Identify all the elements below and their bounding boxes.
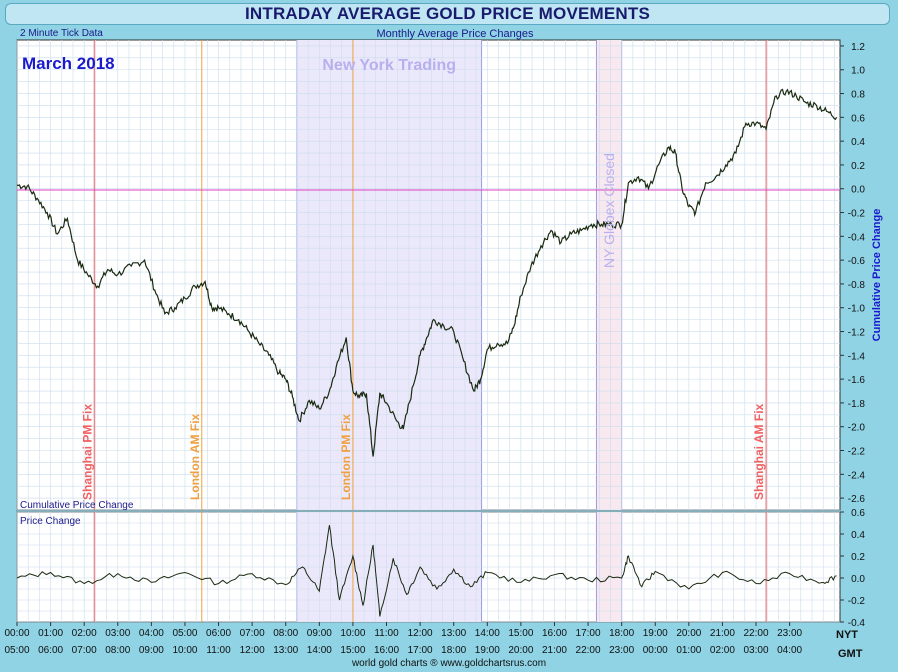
band-rect [296,40,482,510]
y-tick-label: 0.6 [851,113,865,124]
x-tick-label-nyt: 11:00 [374,628,399,639]
y-tick-label: -2.4 [848,470,866,481]
y-tick-label: -1.2 [848,328,866,339]
x-tick-label-nyt: 00:00 [4,628,29,639]
y-tick-label: 0.6 [851,508,865,519]
x-tick-label-gmt: 08:00 [105,645,130,656]
x-tick-label-gmt: 02:00 [710,645,735,656]
fix-label: Shanghai PM Fix [80,404,94,500]
y-tick-label: 0.2 [851,161,865,172]
y-tick-label: 0.8 [851,90,865,101]
x-tick-label-nyt: 01:00 [38,628,63,639]
x-tick-label-gmt: 12:00 [240,645,265,656]
x-tick-label-gmt: 11:00 [206,645,231,656]
y-tick-label: -0.4 [848,618,866,629]
x-tick-label-gmt: 16:00 [374,645,399,656]
x-tick-label-gmt: 14:00 [307,645,332,656]
x-tick-label-gmt: 10:00 [172,645,197,656]
y-tick-label: -1.0 [848,304,866,315]
x-tick-label-nyt: 23:00 [777,628,802,639]
y-tick-label: -0.2 [848,209,866,220]
tick-note: 2 Minute Tick Data [20,28,103,39]
y-tick-label: 1.2 [851,42,865,53]
chart-title: INTRADAY AVERAGE GOLD PRICE MOVEMENTS [244,4,651,23]
right-axis-title: Cumulative Price Change [871,209,883,342]
period-label: March 2018 [22,54,115,73]
y-tick-label: -0.8 [848,280,866,291]
x-tick-label-gmt: 23:00 [609,645,634,656]
x-tick-label-gmt: 00:00 [643,645,668,656]
fix-label: Shanghai AM Fix [752,403,766,500]
x-tick-label-gmt: 06:00 [38,645,63,656]
x-tick-label-gmt: 13:00 [273,645,298,656]
x-tick-label-nyt: 21:00 [710,628,735,639]
y-tick-label: -0.4 [848,232,866,243]
fix-label: London AM Fix [188,413,202,500]
y-tick-label: -2.2 [848,447,866,458]
band-label: NY Globex Closed [601,153,617,268]
x-tick-label-nyt: 15:00 [508,628,533,639]
y-tick-label: -1.8 [848,399,866,410]
y-tick-label: 0.2 [851,552,865,563]
y-tick-label: 1.0 [851,66,865,77]
upper-panel-label: Cumulative Price Change [20,500,134,511]
y-tick-label: 0.4 [851,530,865,541]
x-tick-label-nyt: 19:00 [643,628,668,639]
title-bar: INTRADAY AVERAGE GOLD PRICE MOVEMENTS [5,3,890,25]
y-tick-label: -2.6 [848,494,866,505]
x-tick-label-nyt: 08:00 [273,628,298,639]
series-line [16,88,838,457]
x-tick-label-nyt: 04:00 [139,628,164,639]
x-tick-label-gmt: 07:00 [72,645,97,656]
x-tick-label-nyt: 20:00 [676,628,701,639]
x-tick-label-nyt: 09:00 [307,628,332,639]
chart-subtitle: Monthly Average Price Changes [377,28,534,40]
x-tick-label-gmt: 05:00 [4,645,29,656]
x-tick-label-nyt: 18:00 [609,628,634,639]
footer: world gold charts ® www.goldchartsrus.co… [351,658,547,669]
x-tick-label-nyt: 10:00 [340,628,365,639]
y-tick-label: -1.6 [848,375,866,386]
y-tick-label: 0.4 [851,137,865,148]
x-tick-label-nyt: 02:00 [72,628,97,639]
x-tick-label-nyt: 07:00 [240,628,265,639]
x-tick-label-nyt: 03:00 [105,628,130,639]
lower-panel-label: Price Change [20,516,81,527]
series-line [16,525,837,617]
x-tick-label-nyt: 16:00 [542,628,567,639]
x-tick-label-nyt: 06:00 [206,628,231,639]
gmt-label: GMT [838,648,863,660]
y-tick-label: 0.0 [851,574,865,585]
x-tick-label-gmt: 20:00 [508,645,533,656]
nyt-label: NYT [836,629,858,641]
y-tick-label: -2.0 [848,423,866,434]
y-tick-label: 0.0 [851,185,865,196]
x-tick-label-gmt: 09:00 [139,645,164,656]
y-tick-label: -0.2 [848,596,866,607]
x-tick-label-gmt: 19:00 [475,645,500,656]
x-tick-label-nyt: 17:00 [576,628,601,639]
x-tick-label-nyt: 12:00 [408,628,433,639]
y-tick-label: -0.6 [848,256,866,267]
x-tick-label-gmt: 18:00 [441,645,466,656]
x-tick-label-gmt: 22:00 [576,645,601,656]
x-tick-label-nyt: 13:00 [441,628,466,639]
x-tick-label-nyt: 22:00 [744,628,769,639]
x-tick-label-gmt: 03:00 [744,645,769,656]
x-tick-label-gmt: 01:00 [676,645,701,656]
x-tick-label-gmt: 15:00 [340,645,365,656]
x-tick-label-nyt: 05:00 [172,628,197,639]
fix-label: London PM Fix [339,414,353,500]
y-tick-label: -1.4 [848,351,866,362]
x-tick-label-gmt: 04:00 [777,645,802,656]
x-tick-label-gmt: 21:00 [542,645,567,656]
band-label: New York Trading [322,57,456,74]
x-tick-label-nyt: 14:00 [475,628,500,639]
band-rect [596,40,622,510]
x-tick-label-gmt: 17:00 [408,645,433,656]
